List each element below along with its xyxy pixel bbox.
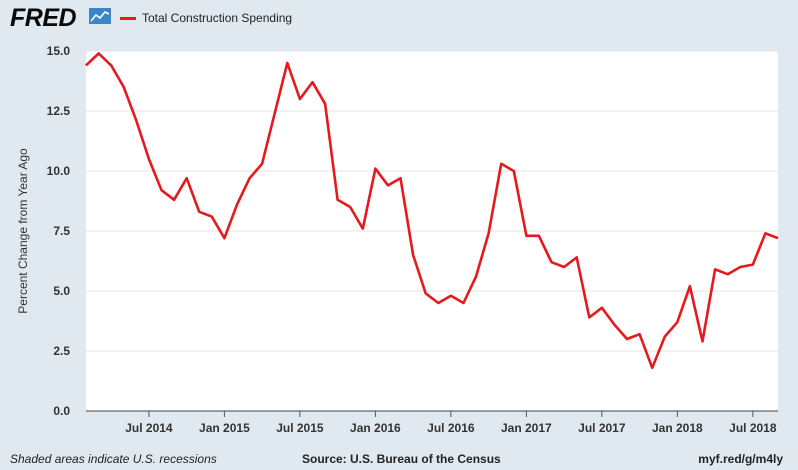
short-link[interactable]: myf.red/g/m4ly: [698, 452, 783, 466]
x-tick-label: Jul 2018: [729, 421, 777, 435]
recession-note: Shaded areas indicate U.S. recessions: [10, 452, 217, 466]
series-line: [85, 52, 779, 370]
x-tick-label: Jul 2015: [276, 421, 324, 435]
legend-label: Total Construction Spending: [142, 11, 293, 25]
y-tick-label: 12.5: [47, 104, 71, 118]
fred-logo-graph-icon: [89, 8, 111, 24]
y-tick-label: 5.0: [53, 284, 70, 298]
y-tick-label: 15.0: [47, 44, 71, 58]
x-tick-label: Jan 2015: [199, 421, 250, 435]
chart-header: FRED Total Construction Spending: [0, 0, 798, 40]
y-axis-label: Percent Change from Year Ago: [16, 148, 30, 314]
x-tick-label: Jul 2014: [125, 421, 173, 435]
x-tick-label: Jul 2017: [578, 421, 626, 435]
chart-legend: Total Construction Spending: [120, 11, 292, 25]
legend-swatch: [120, 16, 136, 20]
source-note: Source: U.S. Bureau of the Census: [302, 452, 501, 466]
y-tick-label: 0.0: [53, 404, 70, 418]
y-tick-label: 2.5: [53, 344, 70, 358]
fred-logo: FRED: [10, 4, 77, 32]
x-tick-label: Jul 2016: [427, 421, 475, 435]
x-tick-label: Jan 2017: [501, 421, 552, 435]
x-tick-label: Jan 2018: [652, 421, 703, 435]
x-tick-label: Jan 2016: [350, 421, 401, 435]
y-tick-label: 7.5: [53, 224, 70, 238]
y-tick-label: 10.0: [47, 164, 71, 178]
